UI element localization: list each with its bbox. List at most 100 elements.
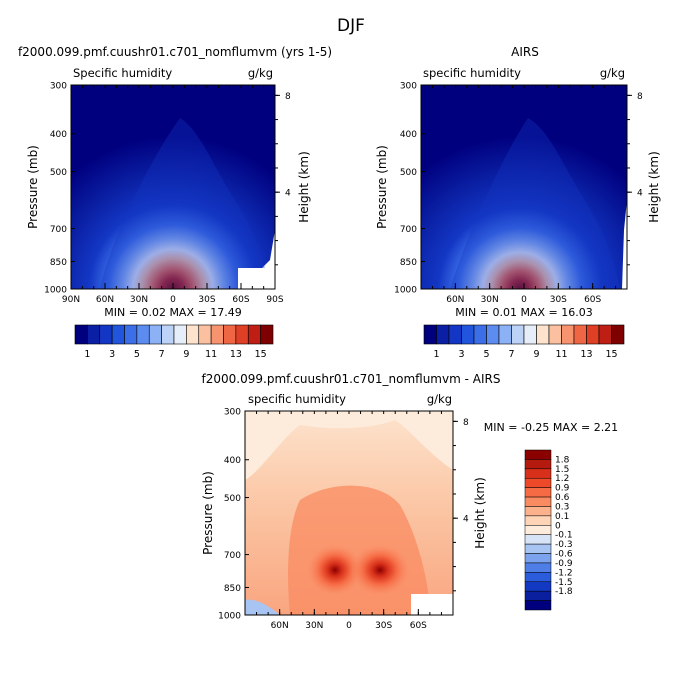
- colorbar-swatch: [536, 324, 550, 345]
- colorbar-label: 13: [230, 349, 242, 360]
- y2-tick-label: 8: [285, 92, 291, 102]
- colorbar-swatch: [448, 324, 462, 345]
- y2-axis-label: Height (km): [297, 151, 311, 222]
- colorbar-swatch: [524, 525, 552, 535]
- colorbar-swatch: [124, 324, 138, 345]
- colorbar-label: 0.3: [555, 502, 569, 512]
- colorbar-swatch: [524, 590, 552, 601]
- colorbar-swatch: [524, 459, 552, 470]
- colorbar-label: 15: [255, 349, 267, 360]
- y2-tick-label: 4: [463, 515, 469, 525]
- negative-region: [245, 599, 280, 615]
- colorbar-label: 11: [205, 349, 217, 360]
- colorbar-label: 1.2: [555, 474, 569, 484]
- x-tick-label: 60S: [232, 295, 249, 305]
- units-label: g/kg: [600, 66, 625, 80]
- panel-title: f2000.099.pmf.cuushr01.c701_nomflumvm - …: [202, 372, 501, 386]
- colorbar-swatch: [148, 324, 162, 345]
- colorbar-swatch: [260, 324, 274, 345]
- y-tick-label: 700: [50, 225, 67, 235]
- colorbar-swatch: [461, 324, 475, 345]
- colorbar-swatch: [548, 324, 562, 345]
- y-tick-label: 850: [400, 258, 417, 268]
- anomaly-max-north: [307, 544, 363, 596]
- colorbar-label: 13: [580, 349, 592, 360]
- y-tick-label: 850: [50, 258, 67, 268]
- colorbar-label: 15: [605, 349, 617, 360]
- colorbar-swatch: [524, 496, 552, 507]
- y2-axis-label: Height (km): [647, 151, 661, 222]
- y-tick-label: 400: [400, 130, 417, 140]
- x-tick-label: 30S: [198, 295, 215, 305]
- colorbar-label: 5: [483, 349, 489, 360]
- field-label: specific humidity: [248, 392, 346, 406]
- colorbar-swatch: [524, 543, 552, 554]
- colorbar-label: 3: [458, 349, 464, 360]
- colorbar-swatch: [524, 449, 552, 460]
- x-tick-label: 90S: [266, 295, 283, 305]
- colorbar-label: 0.9: [555, 484, 570, 494]
- colorbar-label: -0.6: [555, 550, 573, 560]
- colorbar-label: 7: [508, 349, 514, 360]
- moisture-blob: [450, 118, 620, 289]
- colorbar: 1 3 5 7 9 11 13 15: [74, 324, 274, 360]
- colorbar-swatch: [573, 324, 587, 345]
- x-tick-label: 30N: [130, 295, 148, 305]
- colorbar-swatch: [87, 324, 101, 345]
- y-ticks: 300 400 500 700 850 1000: [218, 408, 249, 622]
- panel-airs: AIRS specific humidity g/kg Pressure (mb…: [375, 45, 661, 360]
- colorbar-label: 3: [109, 349, 115, 360]
- y2-tick-label: 4: [637, 189, 643, 199]
- colorbar-swatch: [198, 324, 212, 345]
- x-tick-label: 30S: [375, 621, 392, 631]
- colorbar-swatch: [223, 324, 237, 345]
- y-tick-label: 1000: [218, 612, 241, 622]
- colorbar-label: 1.5: [555, 465, 569, 475]
- y-tick-label: 700: [400, 225, 417, 235]
- colorbar-swatch: [511, 324, 525, 345]
- y-tick-label: 1000: [394, 286, 417, 296]
- colorbar-swatch: [524, 562, 552, 573]
- x-tick-label: 30N: [305, 621, 323, 631]
- x-tick-label: 0: [170, 295, 176, 305]
- panel-model: f2000.099.pmf.cuushr01.c701_nomflumvm (y…: [18, 45, 332, 360]
- colorbar-label: 1: [433, 349, 439, 360]
- x-tick-label: 90N: [62, 295, 80, 305]
- y-tick-label: 500: [400, 168, 417, 178]
- missing-data-box: [238, 268, 275, 289]
- x-tick-label: 60S: [584, 295, 601, 305]
- colorbar-swatch: [498, 324, 512, 345]
- colorbar-swatch: [524, 515, 552, 526]
- colorbar-label: 7: [159, 349, 165, 360]
- y-tick-label: 1000: [44, 286, 67, 296]
- y2-ticks: 84: [627, 92, 643, 266]
- x-tick-label: 60N: [271, 621, 289, 631]
- colorbar-swatch: [586, 324, 600, 345]
- colorbar-label: -0.1: [555, 531, 573, 541]
- moisture-field: [421, 85, 627, 289]
- x-tick-label: 30S: [550, 295, 567, 305]
- y-tick-label: 300: [50, 82, 67, 92]
- y-axis-label: Pressure (mb): [375, 145, 389, 229]
- panel-title: f2000.099.pmf.cuushr01.c701_nomflumvm (y…: [18, 45, 332, 59]
- colorbar-swatch: [436, 324, 450, 345]
- y-tick-label: 700: [224, 551, 241, 561]
- y-ticks: 300 400 500 700 850 1000: [44, 82, 75, 296]
- colorbar-swatch: [524, 468, 552, 479]
- panel-stats: MIN = 0.01 MAX = 16.03: [455, 306, 592, 319]
- y-tick-label: 500: [50, 168, 67, 178]
- y-tick-label: 850: [224, 584, 241, 594]
- x-tick-label: 60N: [96, 295, 114, 305]
- y-axis-label: Pressure (mb): [26, 145, 40, 229]
- x-ticks: 90N 60N 30N 0 30S 60S 90S: [62, 85, 284, 305]
- y2-tick-label: 8: [637, 92, 643, 102]
- colorbar-swatch: [524, 506, 552, 517]
- y-ticks: 300 400 500 700 850 1000: [394, 82, 425, 296]
- colorbar-swatch: [524, 572, 552, 583]
- units-label: g/kg: [248, 66, 273, 80]
- colorbar-swatch: [423, 324, 437, 345]
- x-tick-label: 60S: [410, 621, 427, 631]
- colorbar-label: -1.5: [555, 578, 573, 588]
- colorbar-swatch: [523, 324, 537, 345]
- panel-stats: MIN = -0.25 MAX = 2.21: [484, 421, 618, 434]
